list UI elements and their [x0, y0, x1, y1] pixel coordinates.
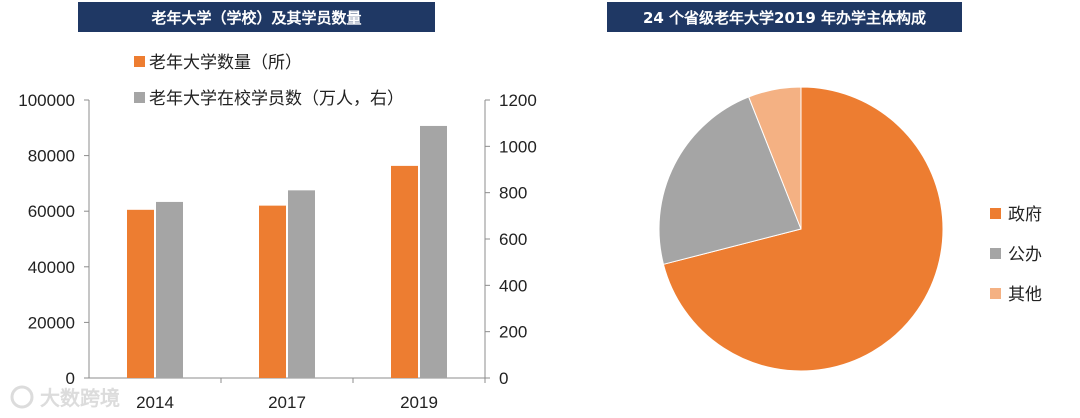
- bar-school-count-2019: [391, 165, 418, 378]
- bar-chart: 0 20000 40000 60000 80000 100000 0 200 400 600 800…: [10, 53, 537, 412]
- right-tick-label: 1200: [499, 91, 537, 110]
- right-tick-label: 1000: [499, 137, 537, 156]
- legend-label: 老年大学数量（所）: [149, 53, 302, 73]
- bar-student-count-2017: [288, 190, 315, 378]
- pie-slice-1: [658, 96, 802, 265]
- bar-school-count-2017: [259, 205, 286, 378]
- x-tick-label: 2014: [136, 393, 174, 412]
- watermark: 大数跨境: [40, 386, 120, 410]
- pie-legend-label: 公办: [1008, 245, 1042, 265]
- pie-slice-0: [662, 86, 944, 372]
- right-tick-label: 600: [499, 230, 527, 249]
- pie-legend-swatch: [990, 248, 1001, 259]
- left-tick-label: 20000: [28, 313, 75, 332]
- x-tick-label: 2017: [268, 393, 306, 412]
- pie-legend-swatch: [990, 208, 1001, 219]
- pie-legend-label: 其他: [1008, 285, 1042, 305]
- bar-chart-title: 老年大学（学校）及其学员数量: [78, 2, 435, 32]
- legend-swatch: [134, 56, 145, 67]
- bar-student-count-2014: [156, 201, 183, 378]
- pie-chart-title: 24 个省级老年大学2019 年办学主体构成: [607, 2, 962, 32]
- bar-school-count-2014: [127, 209, 154, 378]
- pie-legend-label: 政府: [1008, 205, 1042, 225]
- bar-student-count-2019: [420, 125, 447, 379]
- pie-slice-2: [748, 86, 802, 230]
- left-tick-label: 80000: [28, 147, 75, 166]
- left-tick-label: 60000: [28, 202, 75, 221]
- watermark-logo-icon: [10, 385, 34, 409]
- left-tick-label: 0: [66, 369, 75, 388]
- pie-legend-swatch: [990, 288, 1001, 299]
- legend-swatch: [134, 92, 145, 103]
- legend-label: 老年大学在校学员数（万人，右）: [149, 89, 404, 109]
- left-tick-label: 100000: [18, 91, 75, 110]
- right-tick-label: 400: [499, 276, 527, 295]
- right-tick-label: 800: [499, 184, 527, 203]
- left-tick-label: 40000: [28, 258, 75, 277]
- right-tick-label: 200: [499, 323, 527, 342]
- x-tick-label: 2019: [400, 393, 438, 412]
- right-tick-label: 0: [499, 369, 508, 388]
